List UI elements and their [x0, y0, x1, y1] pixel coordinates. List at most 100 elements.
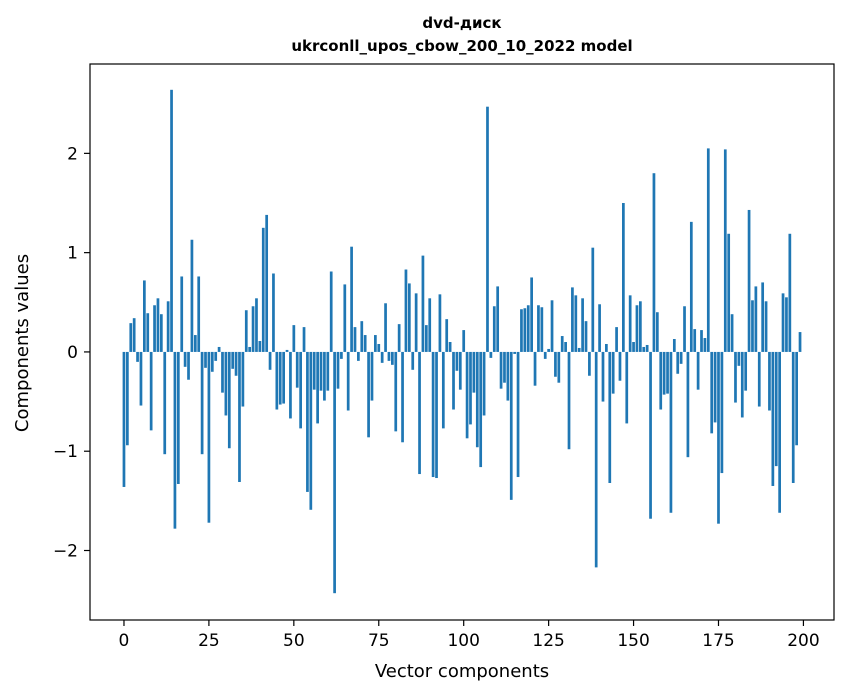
bar: [193, 335, 197, 352]
bar: [465, 351, 469, 439]
bar: [761, 282, 765, 352]
bar: [374, 335, 377, 352]
bar: [533, 351, 537, 386]
bar: [367, 351, 370, 438]
bar: [696, 351, 700, 390]
x-axis-label: Vector components: [375, 661, 549, 682]
bar: [706, 148, 710, 352]
bar: [591, 247, 595, 352]
bar: [329, 271, 333, 352]
bar: [370, 351, 374, 401]
bar: [285, 349, 289, 352]
bar: [795, 351, 798, 446]
bar: [268, 351, 272, 370]
bar: [632, 342, 635, 352]
bar: [143, 280, 146, 352]
bar: [469, 351, 472, 425]
bar: [601, 351, 605, 402]
y-tick-label: −2: [53, 542, 78, 562]
bar: [700, 330, 703, 352]
bar: [635, 305, 639, 352]
x-tick-label: 100: [447, 631, 479, 651]
bar: [136, 351, 139, 362]
bar: [574, 295, 578, 352]
x-tick-label: 200: [787, 631, 819, 651]
bar: [424, 325, 428, 352]
bars-layer: [122, 89, 802, 594]
bar: [479, 351, 483, 468]
bar: [241, 351, 245, 407]
chart-subtitle: ukrconll_upos_cbow_200_10_2022 model: [291, 37, 632, 55]
bar: [258, 341, 262, 352]
bar: [326, 351, 330, 391]
bar: [530, 277, 533, 352]
bar: [387, 351, 391, 361]
bar: [594, 351, 598, 568]
bar: [336, 351, 340, 389]
x-tick-label: 0: [119, 631, 130, 651]
bar: [180, 276, 184, 352]
bar: [513, 351, 517, 354]
bar: [441, 351, 445, 429]
bar: [676, 351, 680, 374]
bar: [455, 351, 459, 371]
bar: [537, 305, 540, 352]
y-tick-label: 1: [67, 244, 78, 264]
bar: [452, 351, 455, 410]
axes-layer: 0 25 50 75 100 125 150 175 200 −2 −1 0 1 2: [53, 63, 835, 651]
x-tick-label: 50: [283, 631, 305, 651]
bar: [414, 293, 418, 352]
x-tick-label: 150: [617, 631, 649, 651]
bar: [768, 351, 771, 411]
bar: [462, 330, 466, 352]
bar: [353, 327, 357, 352]
bar: [306, 351, 309, 492]
bar: [170, 89, 173, 352]
bar: [703, 338, 707, 352]
bar: [757, 351, 761, 407]
bar: [642, 346, 646, 352]
bar: [669, 351, 673, 513]
bar: [377, 343, 381, 352]
bar: [520, 309, 523, 352]
bar: [323, 351, 326, 401]
bar: [771, 351, 775, 486]
bar: [275, 351, 279, 410]
bar: [557, 351, 561, 383]
bar: [217, 346, 221, 352]
bar: [363, 335, 367, 352]
bar: [686, 351, 690, 458]
bar: [472, 351, 476, 393]
bar: [255, 298, 258, 352]
bar: [126, 351, 129, 446]
bar: [666, 351, 669, 394]
bar: [778, 351, 781, 513]
bar: [571, 287, 574, 352]
bar: [173, 351, 177, 529]
bar: [166, 301, 170, 352]
bar: [618, 351, 622, 381]
bar: [751, 300, 754, 352]
bar: [234, 351, 238, 376]
bar: [655, 312, 659, 352]
bar: [221, 351, 224, 393]
bar: [227, 351, 231, 449]
bar: [309, 351, 313, 510]
bar: [183, 351, 187, 367]
bar: [397, 324, 401, 352]
bar: [526, 305, 530, 352]
bar: [567, 351, 571, 450]
bar: [357, 351, 360, 361]
bar: [639, 301, 642, 352]
bar: [550, 300, 554, 352]
bar: [754, 286, 758, 352]
bar: [146, 313, 150, 352]
bar: [475, 351, 479, 448]
bar: [149, 351, 153, 431]
bar: [540, 307, 544, 352]
bar: [132, 318, 136, 352]
bar: [159, 314, 163, 352]
bar: [547, 348, 550, 352]
